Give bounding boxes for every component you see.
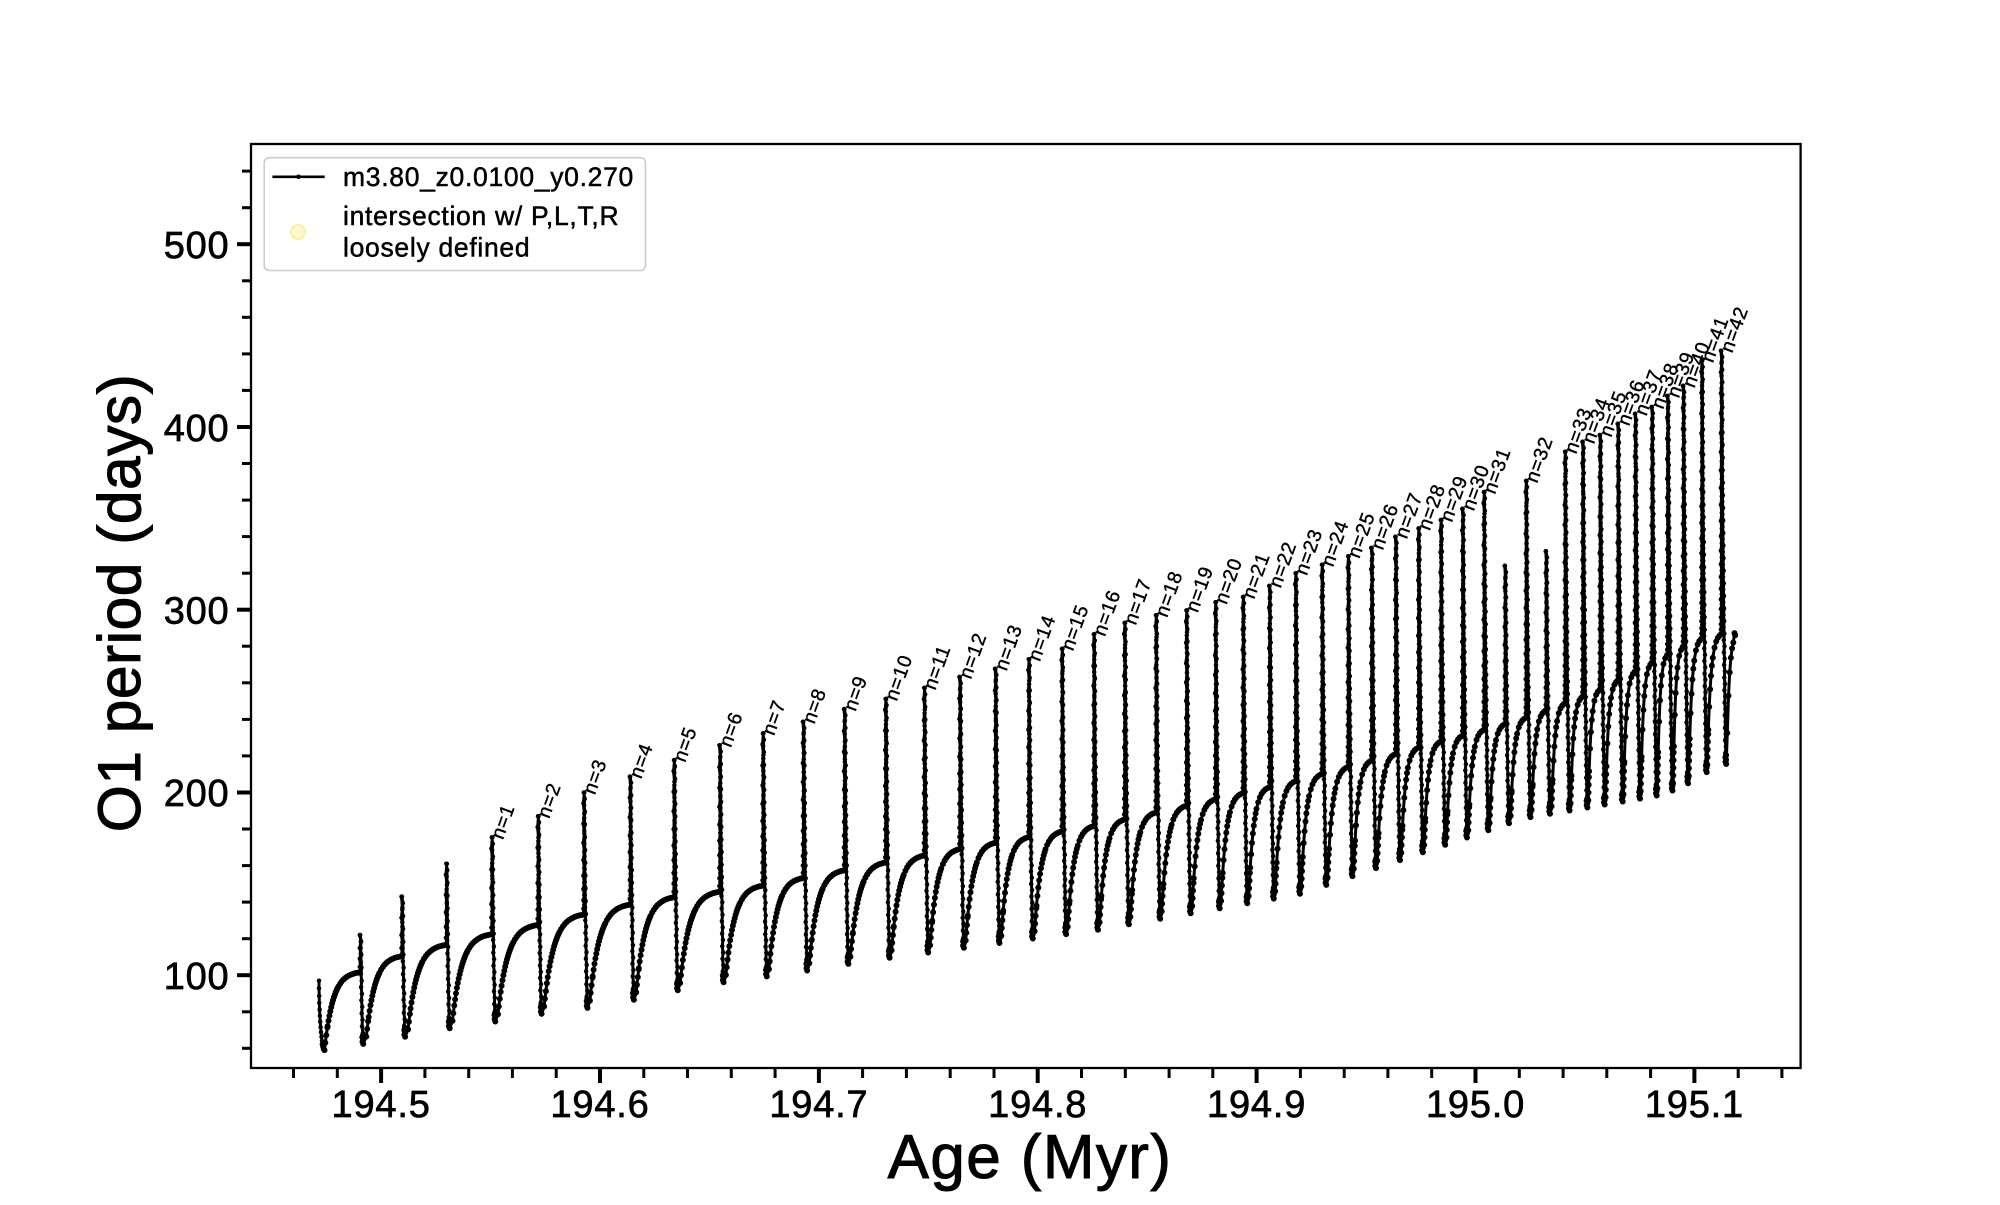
svg-text:100: 100 [164, 956, 230, 998]
svg-text:194.7: 194.7 [769, 1084, 868, 1126]
svg-text:500: 500 [164, 225, 230, 267]
svg-text:n=5: n=5 [669, 724, 702, 765]
svg-text:m3.80_z0.0100_y0.270: m3.80_z0.0100_y0.270 [343, 162, 634, 192]
svg-text:194.8: 194.8 [988, 1084, 1087, 1126]
svg-text:O1 period (days): O1 period (days) [85, 374, 153, 833]
svg-text:loosely defined: loosely defined [343, 233, 530, 263]
svg-text:194.5: 194.5 [332, 1084, 431, 1126]
svg-text:194.9: 194.9 [1207, 1084, 1306, 1126]
svg-text:intersection w/ P,L,T,R: intersection w/ P,L,T,R [343, 201, 619, 231]
svg-text:300: 300 [164, 591, 230, 633]
svg-text:195.0: 195.0 [1426, 1084, 1525, 1126]
svg-text:200: 200 [164, 773, 230, 815]
svg-text:195.1: 195.1 [1645, 1084, 1744, 1126]
svg-text:194.6: 194.6 [550, 1084, 649, 1126]
svg-text:Age (Myr): Age (Myr) [888, 1123, 1173, 1192]
svg-text:400: 400 [164, 408, 230, 450]
